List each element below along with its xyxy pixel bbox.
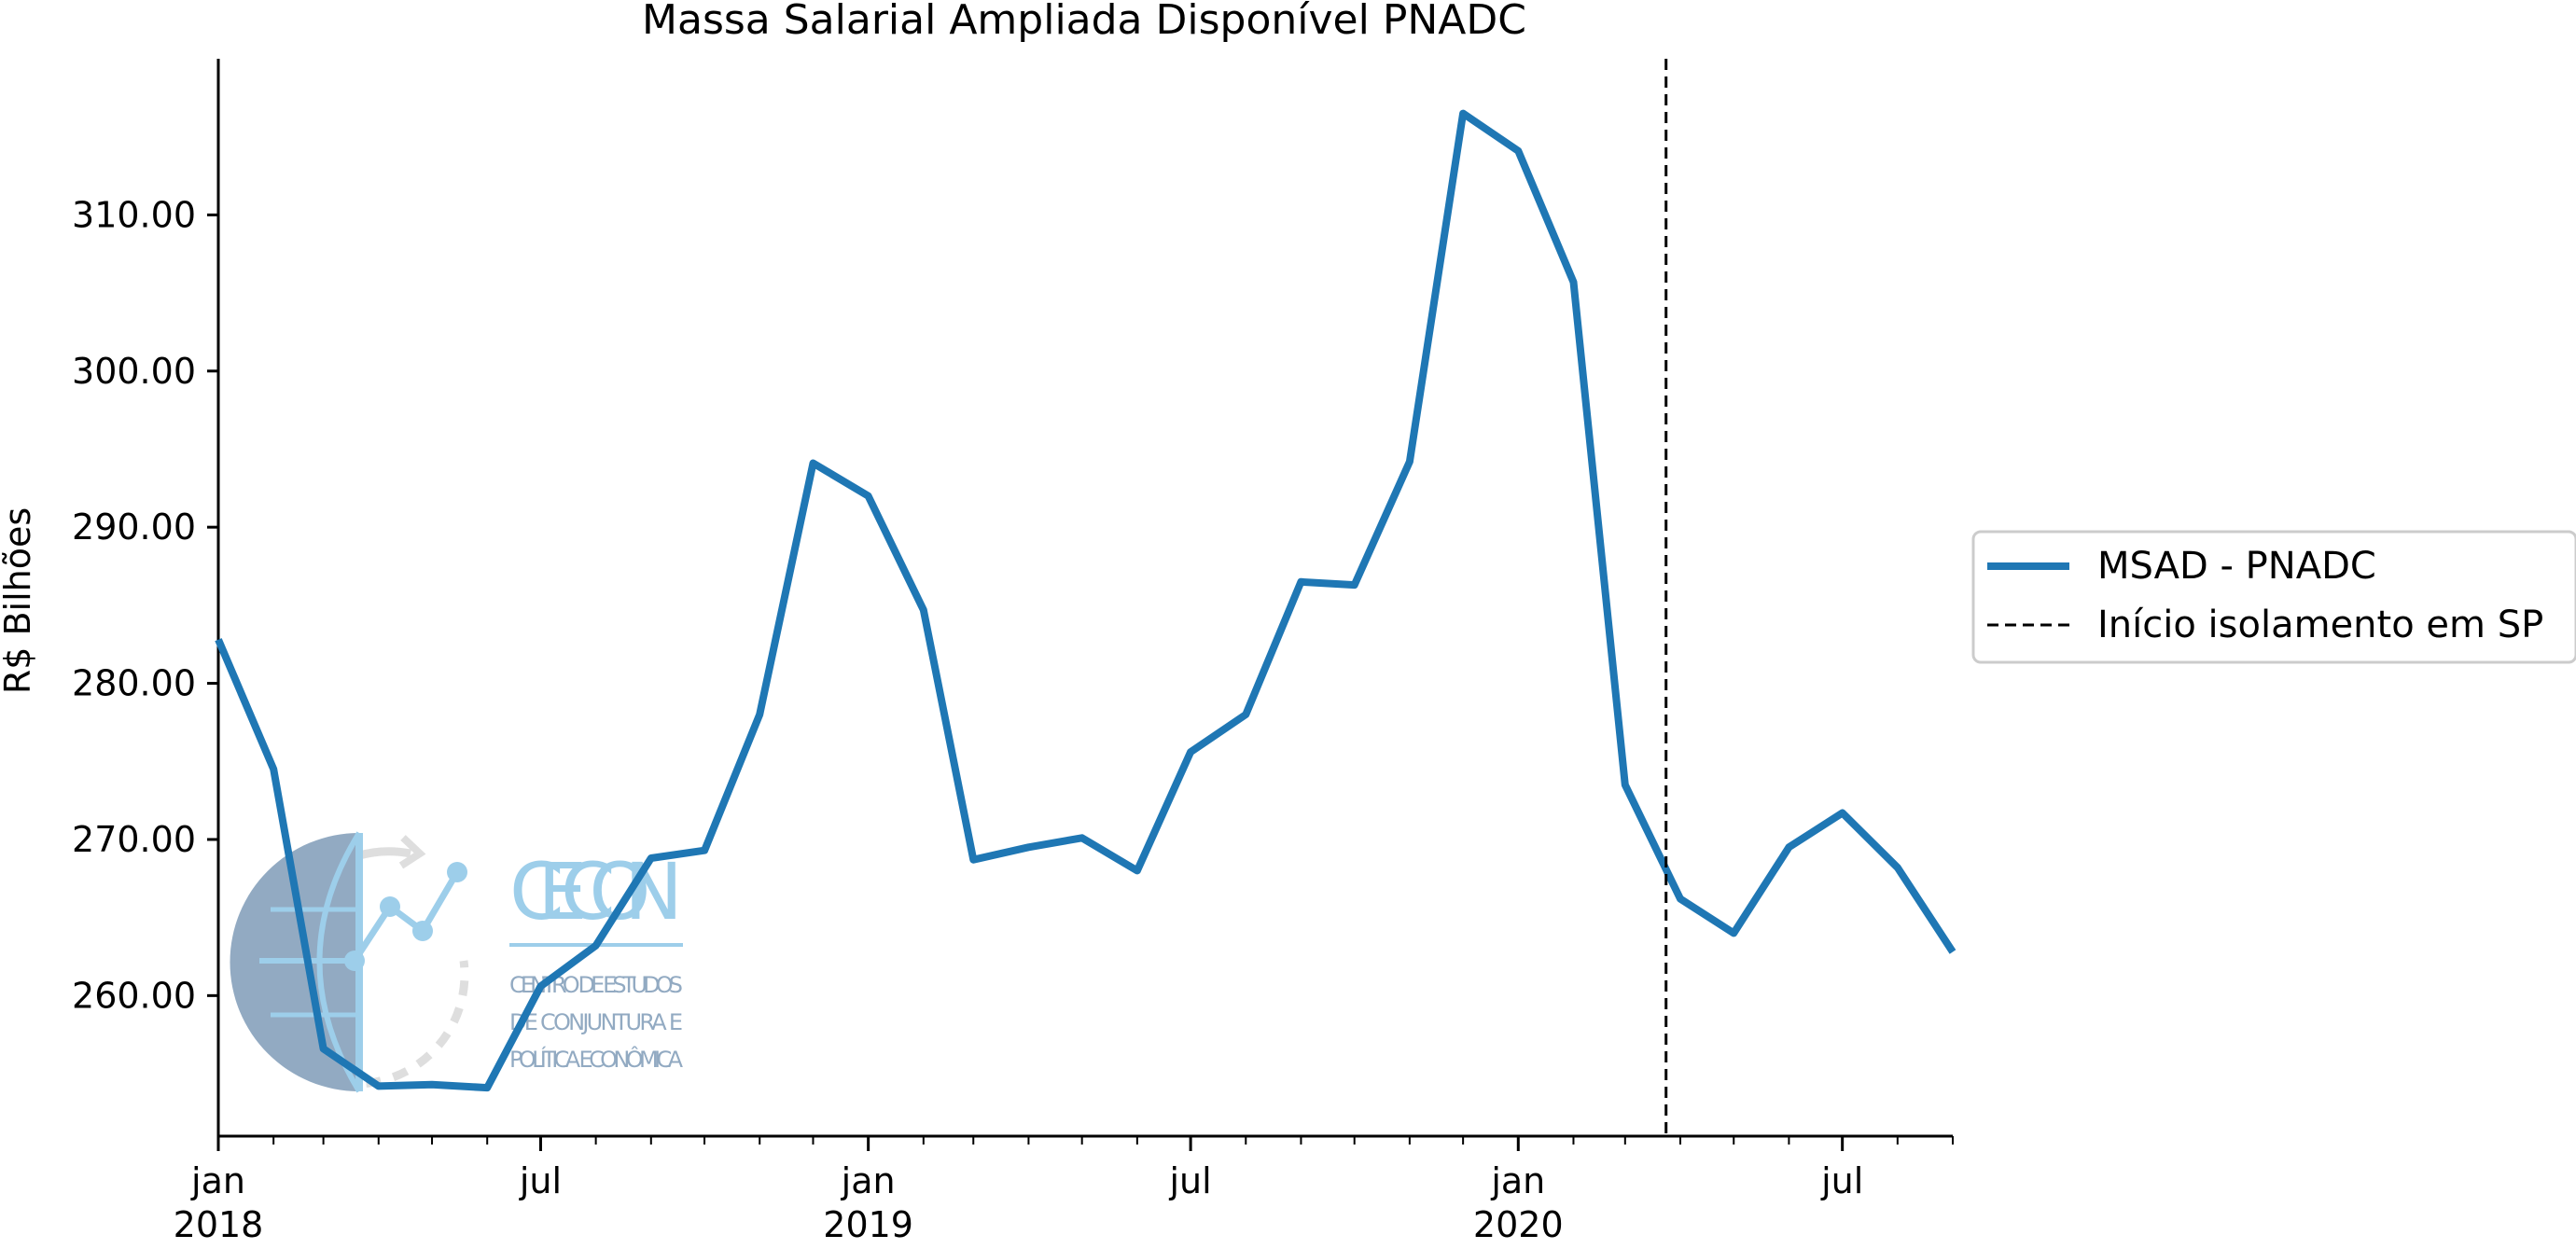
- x-tick-year-label: 2019: [823, 1204, 913, 1245]
- chart-title: Massa Salarial Ampliada Disponível PNADC: [642, 0, 1526, 44]
- y-tick-label: 280.00: [72, 663, 196, 704]
- legend-entry-series: MSAD - PNADC: [2097, 545, 2376, 588]
- x-tick-label: jul: [1169, 1160, 1212, 1201]
- watermark-subtitle-line-3: POLÍTICA ECONÔMICA: [509, 1045, 684, 1073]
- watermark-growth-icon: [352, 870, 461, 963]
- legend-box: [1971, 530, 2576, 664]
- x-tick-label: jul: [1820, 1160, 1863, 1201]
- series-line: [215, 109, 1956, 1092]
- watermark-subtitle-line-2: DE CONJUNTURA E: [509, 1009, 683, 1035]
- watermark-arrow-icon: [398, 835, 426, 869]
- legend: MSAD - PNADC Início isolamento em SP: [1971, 530, 2576, 664]
- y-tick-label: 270.00: [72, 819, 196, 860]
- y-tick-label: 300.00: [72, 351, 196, 392]
- y-tick-label: 290.00: [72, 507, 196, 548]
- x-tick-label: jan: [1490, 1160, 1545, 1201]
- y-tick-label: 310.00: [72, 194, 196, 235]
- plot-area: 260.00270.00280.00290.00300.00310.00jan2…: [72, 59, 1956, 1245]
- y-tick-label: 260.00: [72, 975, 196, 1016]
- x-tick-year-label: 2020: [1473, 1204, 1564, 1245]
- x-tick-label: jul: [519, 1160, 562, 1201]
- x-tick-label: jan: [841, 1160, 896, 1201]
- x-tick-label: jan: [190, 1160, 245, 1201]
- legend-entry-vline: Início isolamento em SP: [2097, 604, 2543, 646]
- x-tick-year-label: 2018: [174, 1204, 264, 1245]
- y-axis-label: R$ Bilhões: [0, 507, 38, 694]
- cecon-watermark-logo: CECON CENTRO DE ESTUDOS DE CONJUNTURA E …: [230, 831, 684, 1093]
